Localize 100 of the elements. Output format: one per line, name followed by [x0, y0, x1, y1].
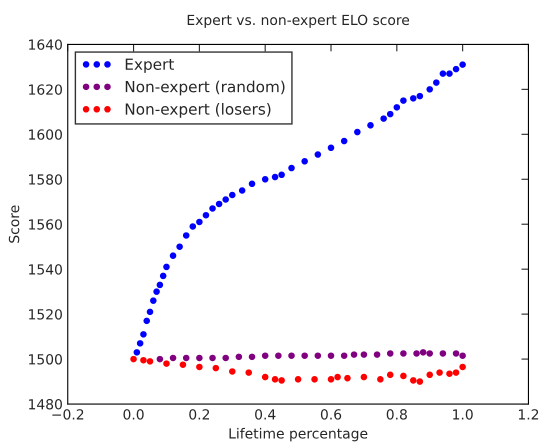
point	[420, 349, 426, 356]
point	[288, 352, 295, 359]
point	[170, 354, 176, 362]
point	[209, 205, 216, 212]
x-tick-label: 0.4	[255, 409, 276, 420]
point	[190, 223, 196, 230]
point	[262, 176, 268, 183]
point	[334, 374, 341, 380]
point	[301, 158, 308, 165]
point	[182, 232, 190, 239]
point	[275, 352, 282, 359]
point	[272, 174, 278, 180]
point	[180, 361, 186, 368]
point	[150, 297, 157, 304]
legend-label: Non-expert (losers)	[126, 103, 270, 118]
point	[140, 356, 147, 364]
point	[367, 122, 374, 129]
point	[374, 351, 380, 358]
point	[400, 97, 407, 104]
x-tick-label: 1.2	[518, 409, 538, 420]
y-tick-label: 1640	[29, 39, 62, 50]
point	[216, 200, 222, 208]
point	[426, 350, 433, 357]
point	[146, 358, 154, 365]
point	[196, 354, 203, 362]
point	[328, 352, 334, 359]
point	[236, 354, 242, 360]
point	[146, 308, 154, 316]
point	[433, 79, 440, 86]
point	[176, 243, 183, 250]
point	[212, 364, 220, 372]
point	[314, 151, 322, 158]
point	[386, 372, 394, 378]
point	[386, 110, 394, 118]
point	[410, 377, 417, 384]
y-tick-label: 1560	[29, 219, 62, 230]
point	[202, 212, 210, 218]
point	[459, 352, 466, 359]
y-axis-title: Score	[8, 206, 20, 243]
y-tick-label: 1540	[29, 264, 62, 275]
point	[196, 364, 203, 370]
legend-label: Expert	[126, 58, 174, 73]
point	[238, 187, 246, 194]
point	[163, 360, 170, 367]
x-tick-label: 0.8	[386, 409, 407, 420]
point	[222, 196, 229, 203]
point	[344, 374, 351, 382]
point	[136, 340, 144, 347]
y-tick-label: 1600	[29, 129, 62, 140]
point	[156, 282, 164, 288]
point	[446, 70, 453, 77]
y-tick-label: 1520	[29, 309, 62, 320]
point	[459, 364, 466, 370]
point	[301, 352, 308, 359]
point	[160, 272, 166, 280]
point	[452, 66, 460, 72]
x-axis-title: Lifetime percentage	[230, 428, 368, 442]
point	[416, 92, 424, 100]
point	[426, 86, 433, 93]
point	[248, 354, 256, 360]
point	[196, 218, 203, 226]
point	[278, 377, 285, 384]
point	[229, 192, 236, 198]
point	[245, 369, 252, 376]
point	[134, 349, 140, 356]
point	[380, 115, 387, 122]
point	[209, 354, 216, 362]
point	[328, 376, 334, 383]
y-tick-label: 1580	[29, 174, 62, 185]
point	[140, 331, 147, 338]
point	[262, 374, 268, 380]
point	[360, 374, 368, 380]
y-tick-label: 1620	[29, 84, 62, 95]
point	[311, 376, 318, 383]
point	[377, 376, 384, 383]
x-tick-label: 0.2	[189, 409, 210, 420]
point	[262, 352, 268, 359]
point	[386, 350, 394, 357]
point	[452, 369, 460, 376]
point	[446, 370, 453, 377]
legend-label: Non-expert (random)	[126, 80, 285, 96]
point	[278, 172, 285, 178]
point	[156, 356, 164, 362]
point	[452, 350, 460, 357]
x-tick-label: 1.0	[453, 409, 473, 420]
point	[163, 264, 170, 270]
point	[130, 356, 137, 362]
point	[400, 372, 407, 380]
point	[360, 351, 368, 358]
point	[400, 350, 407, 357]
point	[354, 128, 361, 136]
point	[350, 351, 358, 358]
point	[459, 61, 466, 68]
x-tick-label: 0.0	[123, 409, 144, 420]
point	[229, 368, 236, 375]
point	[288, 164, 295, 172]
point	[170, 252, 176, 259]
point	[440, 350, 446, 357]
point	[294, 376, 302, 383]
point	[440, 70, 446, 77]
